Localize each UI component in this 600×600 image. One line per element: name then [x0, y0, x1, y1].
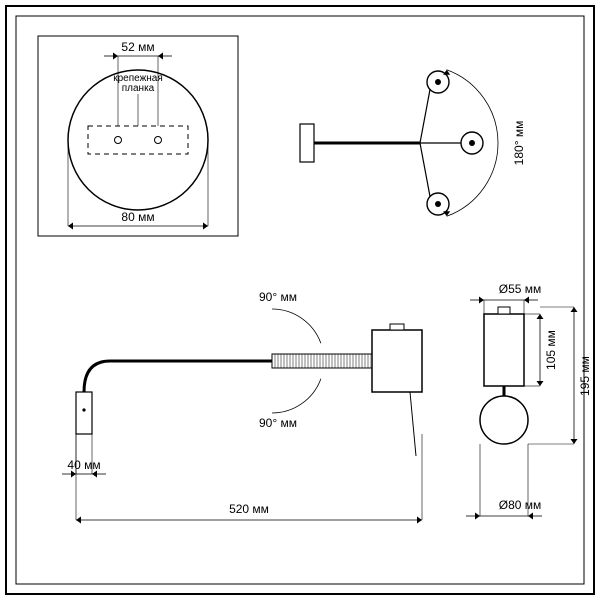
svg-text:105 мм: 105 мм	[544, 330, 558, 370]
svg-text:крепежнаяпланка: крепежнаяпланка	[113, 73, 163, 94]
svg-text:90° мм: 90° мм	[259, 416, 297, 430]
svg-text:520 мм: 520 мм	[229, 502, 269, 516]
svg-text:195 мм: 195 мм	[578, 356, 592, 396]
svg-text:90° мм: 90° мм	[259, 290, 297, 304]
svg-text:80 мм: 80 мм	[121, 210, 154, 224]
svg-text:Ø55 мм: Ø55 мм	[499, 282, 542, 296]
svg-text:Ø80 мм: Ø80 мм	[499, 498, 542, 512]
svg-text:52 мм: 52 мм	[121, 40, 154, 54]
svg-text:40 мм: 40 мм	[67, 458, 100, 472]
svg-text:180° мм: 180° мм	[512, 121, 526, 166]
